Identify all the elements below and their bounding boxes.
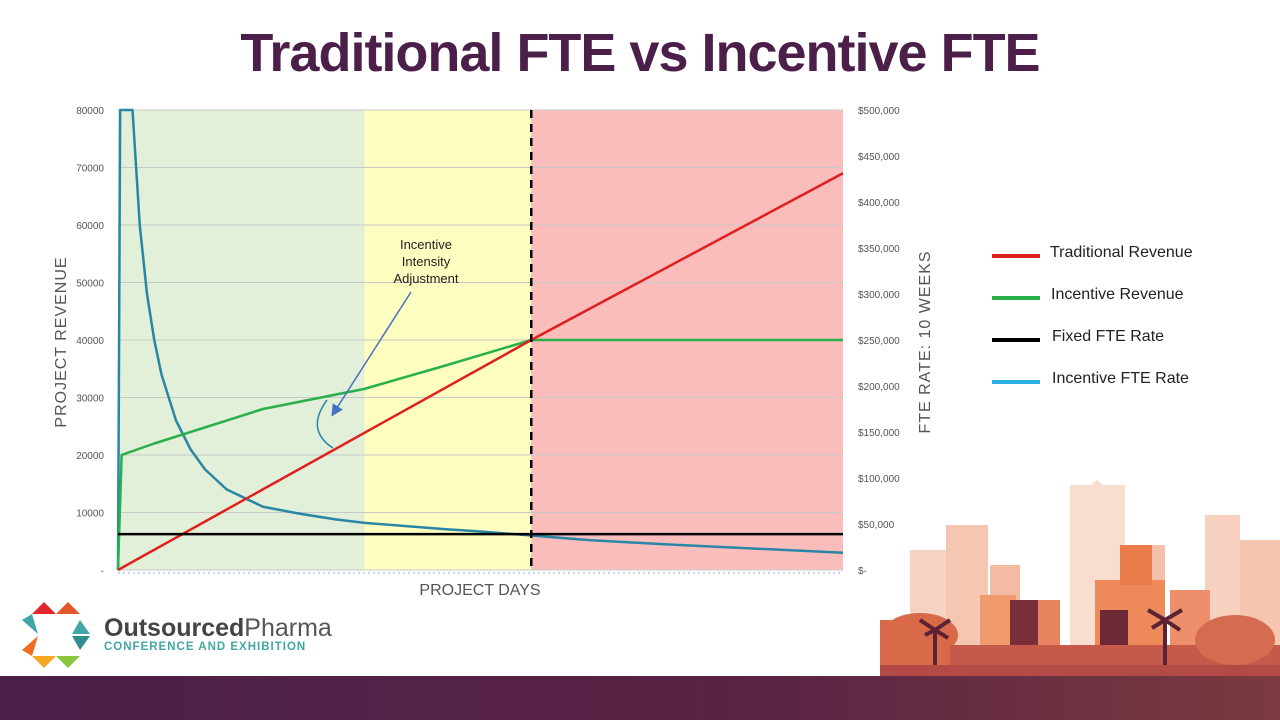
city-skyline-illustration [880,480,1280,680]
x-axis-label: PROJECT DAYS [419,582,540,599]
adjustment-arc [316,399,334,449]
legend-swatch-fixed [992,338,1040,342]
y-tick-label: 40000 [76,336,104,347]
logo-name: OutsourcedPharma [104,614,332,643]
legend: Traditional Revenue Incentive Revenue Fi… [992,242,1272,410]
slide-title: Traditional FTE vs Incentive FTE [240,23,1040,83]
legend-item: Traditional Revenue [992,242,1272,284]
legend-swatch-incentive [992,296,1040,300]
y-tick-label: 70000 [76,164,104,175]
y2-tick-label: $300,000 [858,290,900,301]
logo-name-regular: Pharma [244,614,332,642]
y-tick-label: 50000 [76,279,104,290]
y2-tick-label: $150,000 [858,428,900,439]
y2-tick-label: $- [858,566,867,577]
y-tick-label: 30000 [76,394,104,405]
y2-tick-label: $500,000 [858,106,900,117]
y2-tick-label: $250,000 [858,336,900,347]
logo-subtitle: CONFERENCE AND EXHIBITION [104,641,307,653]
y2-axis-label: FTE RATE: 10 WEEKS [917,250,934,433]
series-line-incentive-revenue [116,338,843,571]
y-tick-label: 80000 [76,106,104,117]
legend-item: Fixed FTE Rate [992,326,1272,368]
legend-label: Traditional Revenue [1050,244,1193,261]
line-chart: - 10000 20000 30000 40000 50000 60000 70000 8000… [53,106,934,599]
y2-tick-label: $200,000 [858,382,900,393]
y-tick-label: 10000 [76,509,104,520]
legend-item: Incentive FTE Rate [992,368,1272,410]
annotation-arrow [331,291,412,417]
series-line-incentive-fte-rate [116,108,844,571]
legend-label: Fixed FTE Rate [1052,328,1165,345]
legend-label: Incentive Revenue [1051,286,1184,303]
legend-label: Incentive FTE Rate [1052,370,1189,387]
annotation: Incentive Intensity Adjustment [316,237,459,449]
y-tick-label: 60000 [76,221,104,232]
y-axis-ticks: - 10000 20000 30000 40000 50000 60000 70000 8000… [76,106,104,577]
logo-name-bold: Outsourced [104,614,245,642]
y2-tick-label: $400,000 [858,198,900,209]
y2-tick-label: $350,000 [858,244,900,255]
legend-swatch-incentive-fte [992,380,1040,384]
footer-bar [0,676,1280,720]
y2-axis-ticks: $- $50,000 $100,000 $150,000 $200,000 $250,00… [858,106,900,577]
y-tick-label: 20000 [76,451,104,462]
annotation-line-2: Intensity [402,254,451,269]
y2-tick-label: $450,000 [858,152,900,163]
y-axis-label: PROJECT REVENUE [53,256,70,427]
star-logo-icon [22,602,90,668]
annotation-line-1: Incentive [400,237,452,252]
y2-tick-label: $100,000 [858,474,900,485]
y-tick-label: - [101,566,104,577]
y2-tick-label: $50,000 [858,520,895,531]
gridlines [118,109,843,574]
legend-item: Incentive Revenue [992,284,1272,326]
annotation-line-3: Adjustment [393,271,458,286]
outsourced-pharma-logo: OutsourcedPharma CONFERENCE AND EXHIBITI… [20,600,340,670]
legend-swatch-traditional [992,254,1040,258]
